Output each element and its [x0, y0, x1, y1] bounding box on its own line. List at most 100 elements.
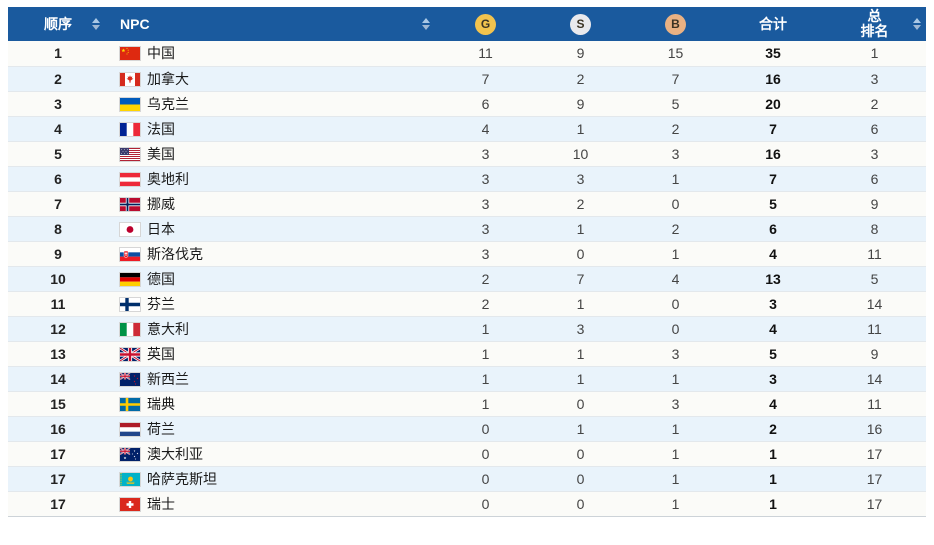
- overall-rank-header-line1: 总: [867, 8, 882, 24]
- gold-count-cell: 0: [438, 441, 533, 467]
- order-cell: 12: [8, 316, 108, 342]
- fr-flag-icon: [120, 122, 140, 136]
- it-flag-icon: [120, 322, 140, 336]
- ca-flag-icon: [120, 72, 140, 86]
- npc-cell: 法国: [108, 116, 438, 142]
- order-cell: 10: [8, 266, 108, 292]
- silver-count-cell: 10: [533, 141, 628, 167]
- order-cell: 17: [8, 466, 108, 492]
- table-row: 14 新西兰 1 1 1 3 14: [8, 366, 926, 392]
- silver-count-cell: 0: [533, 466, 628, 492]
- silver-count-cell: 0: [533, 241, 628, 267]
- order-cell: 7: [8, 191, 108, 217]
- table-row: 17 瑞士 0 0 1 1 17: [8, 491, 926, 517]
- bronze-count-cell: 0: [628, 291, 723, 317]
- order-cell: 11: [8, 291, 108, 317]
- bronze-count-cell: 1: [628, 366, 723, 392]
- sort-icon[interactable]: [913, 18, 921, 30]
- nz-flag-icon: [120, 372, 140, 386]
- column-header-total[interactable]: 合计: [723, 7, 823, 41]
- fi-flag-icon: [120, 297, 140, 311]
- gold-count-cell: 2: [438, 266, 533, 292]
- table-row: 17 澳大利亚 0 0 1 1 17: [8, 441, 926, 467]
- column-header-bronze[interactable]: B: [628, 7, 723, 41]
- order-cell: 4: [8, 116, 108, 142]
- country-name: 日本: [147, 220, 175, 237]
- column-header-order[interactable]: 顺序: [8, 7, 108, 41]
- npc-cell: 瑞典: [108, 391, 438, 417]
- gold-count-cell: 1: [438, 341, 533, 367]
- order-cell: 1: [8, 41, 108, 67]
- npc-cell: 挪威: [108, 191, 438, 217]
- npc-cell: 加拿大: [108, 66, 438, 92]
- table-row: 10 德国 2 7 4 13 5: [8, 266, 926, 292]
- silver-count-cell: 1: [533, 291, 628, 317]
- table-row: 11 芬兰 2 1 0 3 14: [8, 291, 926, 317]
- total-count-cell: 16: [723, 66, 823, 92]
- bronze-count-cell: 1: [628, 466, 723, 492]
- country-name: 英国: [147, 345, 175, 362]
- silver-count-cell: 1: [533, 366, 628, 392]
- total-count-cell: 3: [723, 291, 823, 317]
- npc-cell: 日本: [108, 216, 438, 242]
- order-cell: 13: [8, 341, 108, 367]
- nl-flag-icon: [120, 422, 140, 436]
- silver-count-cell: 3: [533, 316, 628, 342]
- column-header-gold[interactable]: G: [438, 7, 533, 41]
- table-row: 6 奥地利 3 3 1 7 6: [8, 166, 926, 192]
- order-cell: 17: [8, 441, 108, 467]
- total-count-cell: 7: [723, 166, 823, 192]
- gold-count-cell: 3: [438, 216, 533, 242]
- jp-flag-icon: [120, 222, 140, 236]
- order-cell: 6: [8, 166, 108, 192]
- overall-rank-cell: 1: [823, 41, 926, 67]
- total-count-cell: 7: [723, 116, 823, 142]
- gb-flag-icon: [120, 347, 140, 361]
- gold-count-cell: 3: [438, 191, 533, 217]
- order-cell: 8: [8, 216, 108, 242]
- medal-standings-table: 顺序 NPC G S B 合计: [8, 7, 926, 517]
- table-row: 3 乌克兰 6 9 5 20 2: [8, 91, 926, 117]
- overall-rank-cell: 3: [823, 66, 926, 92]
- table-row: 5 美国 3 10 3 16 3: [8, 141, 926, 167]
- country-name: 澳大利亚: [147, 445, 203, 462]
- country-name: 哈萨克斯坦: [147, 470, 217, 487]
- table-row: 2 加拿大 7 2 7 16 3: [8, 66, 926, 92]
- gold-count-cell: 1: [438, 316, 533, 342]
- cn-flag-icon: [120, 47, 140, 61]
- sk-flag-icon: [120, 247, 140, 261]
- total-header-label: 合计: [759, 16, 787, 32]
- bronze-count-cell: 15: [628, 41, 723, 67]
- bronze-count-cell: 3: [628, 141, 723, 167]
- overall-rank-cell: 16: [823, 416, 926, 442]
- gold-count-cell: 4: [438, 116, 533, 142]
- se-flag-icon: [120, 397, 140, 411]
- sort-icon[interactable]: [422, 18, 430, 30]
- overall-rank-cell: 11: [823, 241, 926, 267]
- country-name: 美国: [147, 145, 175, 162]
- silver-count-cell: 0: [533, 491, 628, 517]
- npc-cell: 德国: [108, 266, 438, 292]
- silver-count-cell: 0: [533, 391, 628, 417]
- column-header-overall-rank[interactable]: 总 排名: [823, 7, 926, 41]
- column-header-silver[interactable]: S: [533, 7, 628, 41]
- table-row: 17 哈萨克斯坦 0 0 1 1 17: [8, 466, 926, 492]
- country-name: 中国: [147, 45, 175, 62]
- country-name: 奥地利: [147, 170, 189, 187]
- us-flag-icon: [120, 147, 140, 161]
- total-count-cell: 5: [723, 191, 823, 217]
- npc-cell: 中国: [108, 41, 438, 67]
- column-header-npc[interactable]: NPC: [108, 7, 438, 41]
- bronze-count-cell: 0: [628, 191, 723, 217]
- sort-icon[interactable]: [92, 18, 100, 30]
- total-count-cell: 6: [723, 216, 823, 242]
- overall-rank-cell: 17: [823, 491, 926, 517]
- npc-cell: 新西兰: [108, 366, 438, 392]
- silver-count-cell: 1: [533, 216, 628, 242]
- silver-count-cell: 2: [533, 191, 628, 217]
- country-name: 乌克兰: [147, 95, 189, 112]
- total-count-cell: 5: [723, 341, 823, 367]
- order-header-label: 顺序: [44, 16, 72, 32]
- overall-rank-cell: 17: [823, 441, 926, 467]
- npc-cell: 美国: [108, 141, 438, 167]
